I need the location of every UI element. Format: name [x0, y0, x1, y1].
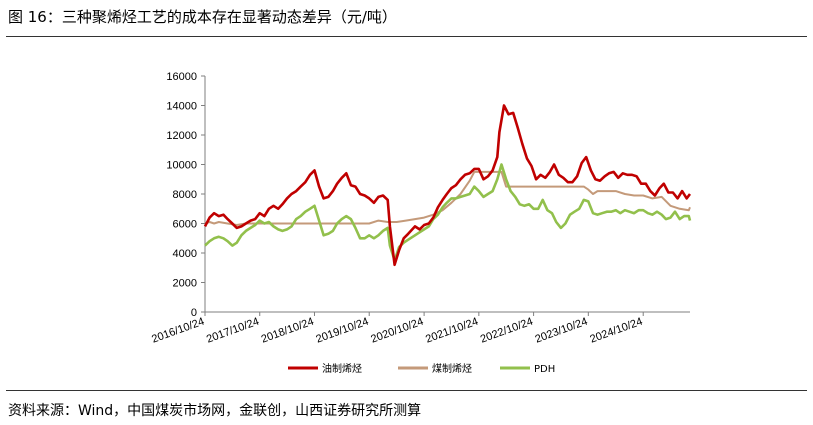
y-tick-label: 14000: [166, 101, 197, 113]
y-tick-label: 8000: [173, 189, 197, 201]
legend-label-0: 油制烯烃: [322, 362, 362, 375]
y-tick-label: 16000: [166, 71, 197, 83]
source-note: 资料来源：Wind，中国煤炭市场网，金联创，山西证券研究所测算: [8, 403, 422, 419]
legend-label-2: PDH: [534, 364, 555, 375]
plot-area: [203, 104, 692, 267]
x-tick-label: 2019/10/24: [314, 316, 370, 346]
x-tick-label: 2024/10/24: [588, 316, 644, 346]
y-tick-label: 12000: [166, 130, 197, 142]
x-axis-ticks: 2016/10/242017/10/242018/10/242019/10/24…: [150, 312, 644, 346]
y-tick-label: 2000: [173, 278, 197, 290]
bottom-divider: [6, 390, 807, 391]
legend-label-1: 煤制烯烃: [432, 362, 472, 375]
x-tick-label: 2021/10/24: [424, 316, 480, 346]
x-tick-label: 2016/10/24: [150, 316, 206, 346]
x-tick-label: 2020/10/24: [369, 316, 425, 346]
top-divider: [6, 36, 807, 37]
y-tick-label: 4000: [173, 248, 197, 260]
figure-title: 图 16：三种聚烯烃工艺的成本存在显著动态差异（元/吨）: [8, 8, 397, 26]
series-line-0: [203, 104, 692, 267]
x-tick-label: 2017/10/24: [205, 316, 261, 346]
x-tick-label: 2023/10/24: [534, 316, 590, 346]
y-tick-label: 0: [191, 307, 197, 319]
y-axis-ticks: 0 2000 4000 6000 8000 10000 12000 14000 16000: [166, 71, 205, 319]
series-line-1: [204, 170, 691, 226]
y-tick-label: 10000: [166, 160, 197, 172]
chart-legend: 油制烯烃 煤制烯烃 PDH: [288, 362, 555, 375]
x-tick-label: 2022/10/24: [479, 316, 535, 346]
series-line-2: [204, 163, 692, 262]
y-tick-label: 6000: [173, 219, 197, 231]
x-tick-label: 2018/10/24: [260, 316, 316, 346]
